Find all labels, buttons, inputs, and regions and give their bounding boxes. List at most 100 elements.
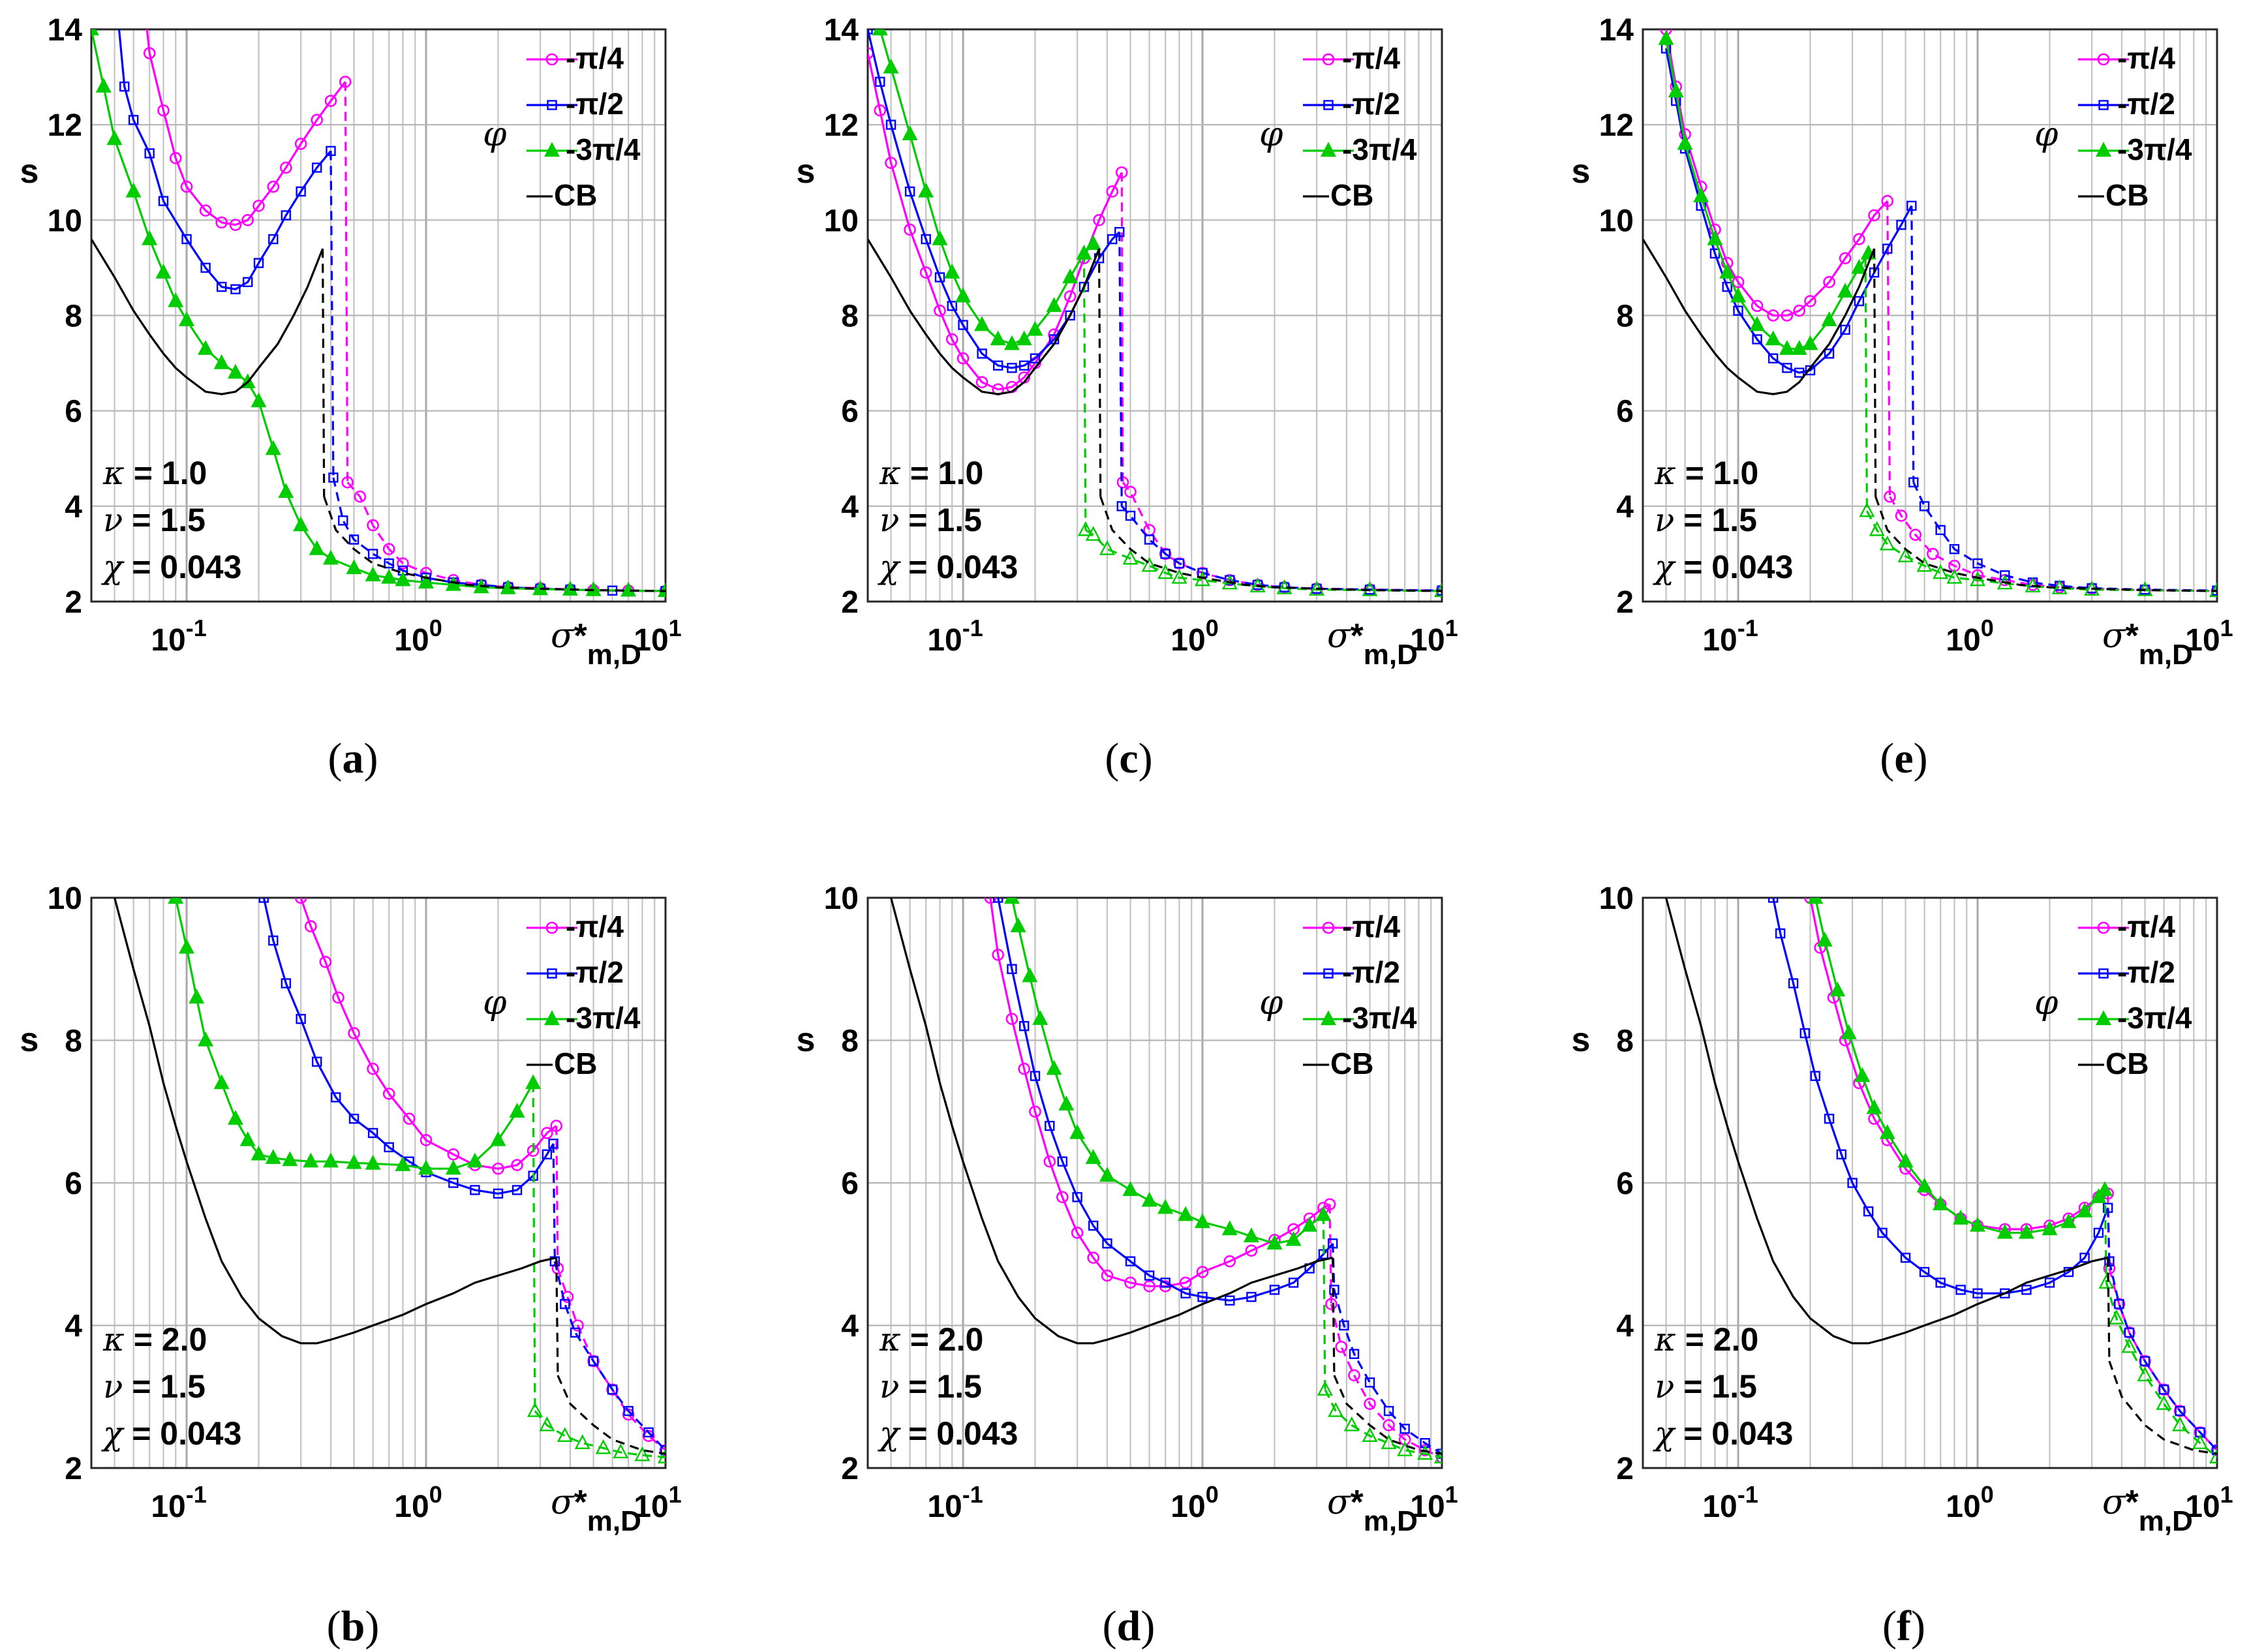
data-point bbox=[311, 1056, 322, 1067]
data-point bbox=[215, 216, 228, 229]
data-point bbox=[1877, 1227, 1888, 1238]
legend-title: φ bbox=[483, 983, 507, 1022]
data-point bbox=[158, 196, 169, 206]
data-point bbox=[180, 180, 193, 193]
data-point bbox=[1180, 1288, 1191, 1299]
data-point bbox=[1775, 928, 1786, 939]
annotation-text: χ = 0.043 bbox=[878, 548, 1018, 586]
plot-area bbox=[1643, 29, 2217, 598]
data-point bbox=[1107, 234, 1118, 245]
data-point bbox=[1935, 525, 1946, 536]
series-drop bbox=[344, 82, 349, 483]
series-drop bbox=[2107, 1208, 2111, 1262]
data-point bbox=[339, 76, 352, 88]
data-point bbox=[1767, 898, 1779, 903]
data-point bbox=[189, 988, 205, 1004]
data-point bbox=[198, 1031, 214, 1047]
data-point bbox=[945, 333, 958, 346]
data-point bbox=[155, 264, 172, 279]
data-point bbox=[634, 1446, 650, 1461]
series-line bbox=[1665, 898, 2109, 1345]
data-point bbox=[1018, 1062, 1031, 1075]
data-point bbox=[1799, 1028, 1811, 1039]
y-tick-label: 10 bbox=[824, 881, 859, 916]
data-point bbox=[643, 1427, 654, 1438]
series-drop bbox=[329, 151, 335, 478]
data-point bbox=[1677, 134, 1693, 150]
data-point bbox=[606, 1383, 619, 1396]
legend-entry: -π/4 bbox=[566, 41, 624, 75]
data-point bbox=[1323, 100, 1334, 110]
data-point bbox=[1124, 485, 1137, 498]
series-tail bbox=[346, 482, 666, 592]
data-point bbox=[91, 29, 99, 36]
data-point bbox=[445, 1159, 461, 1175]
legend-entry: -3π/4 bbox=[2117, 132, 2192, 166]
legend-entry: -π/2 bbox=[1342, 955, 1400, 989]
data-point bbox=[2108, 1309, 2124, 1324]
data-point bbox=[1362, 1427, 1378, 1443]
series-drop bbox=[555, 1257, 559, 1375]
data-point bbox=[1315, 1206, 1332, 1221]
panel-label-a: (a) bbox=[328, 735, 378, 782]
data-point bbox=[241, 214, 254, 226]
data-point bbox=[230, 284, 241, 295]
x-tick-label: 10-1 bbox=[927, 615, 983, 658]
data-point bbox=[303, 1152, 319, 1168]
data-point bbox=[1019, 360, 1030, 371]
data-point bbox=[2044, 1277, 2055, 1288]
series--3π/4 bbox=[168, 898, 666, 1463]
annotation-text: χ = 0.043 bbox=[1653, 548, 1793, 586]
data-point bbox=[1085, 235, 1101, 251]
data-point bbox=[1327, 1238, 1338, 1249]
data-point bbox=[1397, 1441, 1413, 1456]
x-axis-label: σ*m,D bbox=[551, 1483, 641, 1537]
data-point bbox=[1072, 1192, 1082, 1202]
data-point bbox=[660, 1445, 666, 1456]
annotation-text: ν = 1.5 bbox=[880, 1368, 982, 1405]
data-point bbox=[1897, 1152, 1914, 1168]
data-point bbox=[332, 991, 344, 1004]
data-point bbox=[1953, 1210, 1969, 1225]
y-tick-label: 6 bbox=[1616, 1167, 1634, 1201]
data-point bbox=[1719, 264, 1736, 279]
data-point bbox=[1323, 1198, 1336, 1211]
y-tick-label: 4 bbox=[65, 490, 82, 525]
data-point bbox=[1752, 334, 1762, 344]
series-tail bbox=[2108, 1261, 2217, 1451]
data-point bbox=[384, 558, 394, 569]
data-point bbox=[557, 1427, 573, 1443]
data-point bbox=[267, 180, 280, 193]
data-point bbox=[1824, 348, 1835, 359]
data-point bbox=[547, 968, 557, 979]
data-point bbox=[1160, 549, 1170, 559]
data-point bbox=[1124, 1276, 1137, 1289]
data-point bbox=[1933, 1195, 1949, 1210]
x-tick-label: 100 bbox=[394, 615, 442, 658]
series-line bbox=[890, 898, 1334, 1345]
data-point bbox=[1383, 1405, 1394, 1416]
data-point bbox=[326, 145, 336, 157]
data-point bbox=[1058, 1095, 1075, 1111]
data-point bbox=[1900, 1253, 1911, 1263]
series-line bbox=[1772, 898, 2109, 1294]
data-point bbox=[2113, 1298, 2126, 1311]
data-point bbox=[984, 898, 997, 904]
data-point bbox=[1840, 324, 1850, 335]
x-tick-label: 10-1 bbox=[1702, 615, 1758, 658]
data-point bbox=[548, 1139, 558, 1149]
data-point bbox=[1909, 528, 1922, 541]
data-point bbox=[525, 1074, 542, 1090]
y-tick-label: 6 bbox=[65, 1167, 82, 1201]
parameter-annotations: κ = 2.0 ν = 1.5 χ = 0.043 bbox=[1653, 1321, 1793, 1452]
data-point bbox=[1807, 898, 1824, 904]
data-point bbox=[1348, 1369, 1360, 1382]
x-tick-label: 100 bbox=[1946, 1481, 1993, 1524]
data-point bbox=[932, 230, 948, 245]
data-point bbox=[2194, 1426, 2207, 1439]
y-tick-label: 8 bbox=[841, 1024, 859, 1059]
data-point bbox=[1788, 978, 1799, 988]
legend-entry: CB bbox=[1330, 1047, 1373, 1080]
data-point bbox=[1749, 316, 1766, 331]
annotation-text: ν = 1.5 bbox=[1655, 501, 1757, 539]
